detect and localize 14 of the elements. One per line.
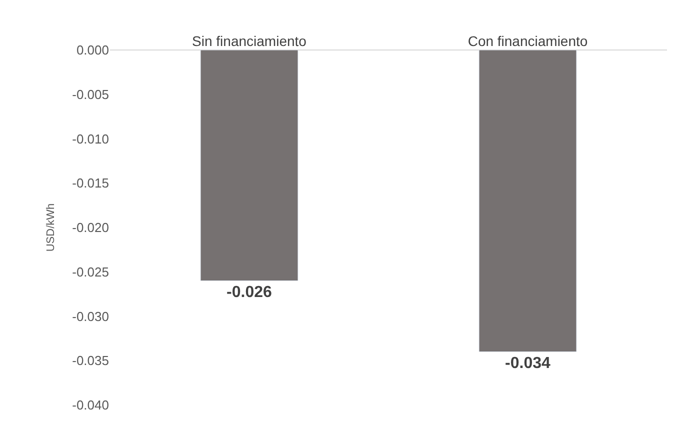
x-tick-label: Con financiamiento <box>468 33 588 50</box>
y-tick-label: -0.035 <box>72 353 109 368</box>
y-tick-label: 0.000 <box>76 42 109 58</box>
y-tick-label: -0.020 <box>72 220 109 236</box>
y-axis-title: USD/kWh <box>44 203 57 252</box>
data-label: -0.026 <box>226 284 272 301</box>
x-tick-label: Sin financiamiento <box>192 33 307 50</box>
y-tick-label: -0.025 <box>72 264 109 280</box>
y-tick-label: -0.010 <box>72 131 109 146</box>
y-tick-label: -0.005 <box>72 86 109 102</box>
y-tick-label: -0.015 <box>72 176 109 191</box>
y-tick-label: -0.040 <box>72 398 109 413</box>
data-label: -0.034 <box>505 354 550 372</box>
y-tick-label: -0.030 <box>72 308 109 324</box>
